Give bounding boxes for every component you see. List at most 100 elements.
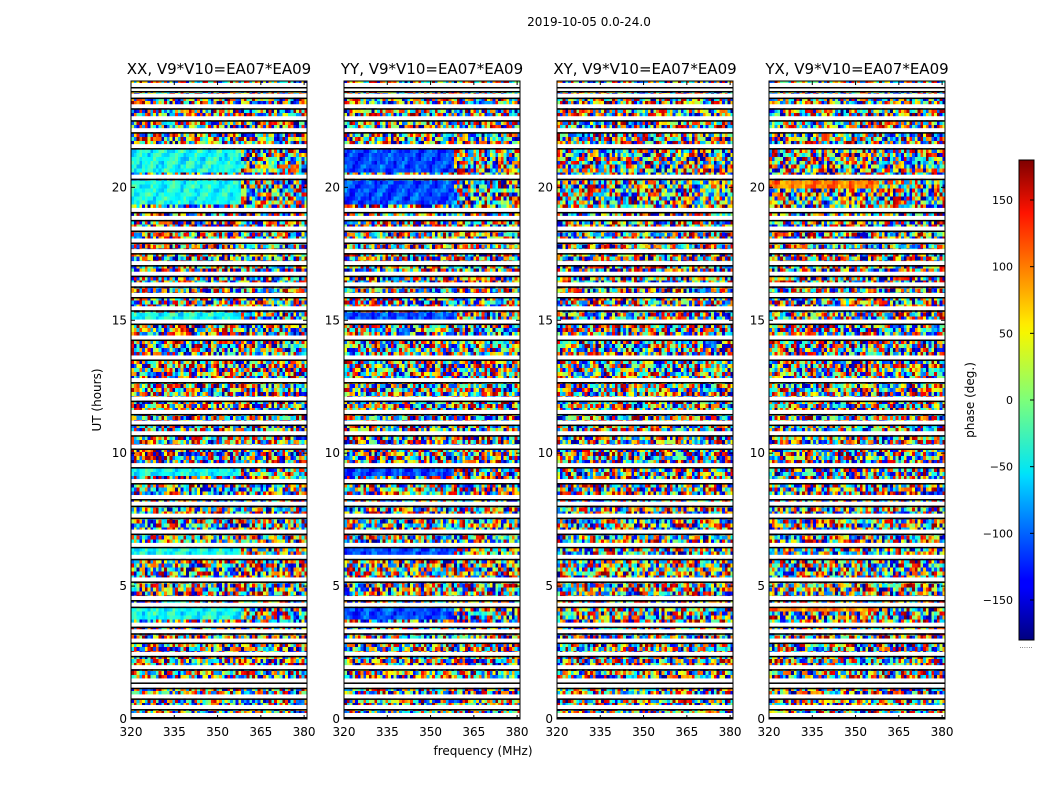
flagged-row-edge bbox=[131, 108, 307, 110]
colorbar-label: phase (deg.) bbox=[963, 362, 977, 438]
flagged-row-edge bbox=[557, 600, 733, 602]
flagged-row bbox=[557, 678, 733, 683]
flagged-row bbox=[131, 116, 307, 121]
flagged-row bbox=[557, 282, 733, 287]
y-tick-label: 0 bbox=[757, 712, 765, 726]
flagged-row-edge bbox=[344, 626, 520, 629]
x-tick-label: 365 bbox=[462, 725, 485, 739]
flagged-row bbox=[131, 602, 307, 607]
flagged-row bbox=[344, 93, 520, 98]
flagged-row bbox=[344, 249, 520, 254]
flagged-row bbox=[769, 174, 945, 179]
flagged-row bbox=[344, 319, 520, 324]
flagged-row-edge bbox=[557, 606, 733, 609]
flagged-row bbox=[557, 116, 733, 121]
x-tick-label: 380 bbox=[719, 725, 742, 739]
flagged-row bbox=[131, 694, 307, 699]
x-tick-label: 380 bbox=[931, 725, 954, 739]
flagged-row bbox=[769, 144, 945, 149]
colorbar-tick-label: 150 bbox=[992, 194, 1013, 207]
flagged-row bbox=[557, 144, 733, 149]
flagged-row-edge bbox=[557, 558, 733, 561]
flagged-row-edge bbox=[131, 581, 307, 583]
flagged-row bbox=[344, 271, 520, 276]
flagged-row-edge bbox=[769, 286, 945, 288]
flagged-row bbox=[344, 479, 520, 484]
flagged-row bbox=[557, 271, 733, 276]
flagged-row bbox=[344, 678, 520, 683]
flagged-row bbox=[769, 495, 945, 500]
flagged-row-edge bbox=[344, 682, 520, 684]
flagged-row-edge bbox=[769, 499, 945, 501]
flagged-row-edge bbox=[557, 178, 733, 181]
flagged-row-edge bbox=[344, 600, 520, 602]
flagged-row bbox=[344, 694, 520, 699]
flagged-row bbox=[344, 495, 520, 500]
flagged-row-edge bbox=[557, 448, 733, 451]
flagged-row-edge bbox=[557, 211, 733, 214]
flagged-row-edge bbox=[769, 558, 945, 561]
flagged-row-edge bbox=[131, 242, 307, 244]
flagged-row bbox=[557, 226, 733, 231]
flagged-row bbox=[557, 93, 733, 98]
flagged-row bbox=[769, 683, 945, 688]
flagged-row-edge bbox=[344, 90, 520, 93]
flagged-row-edge bbox=[557, 253, 733, 255]
flagged-row bbox=[344, 261, 520, 266]
panel-yy: YY, V9*V10=EA07*EA09 320 335 350 365 380 0 5 10 1… bbox=[325, 60, 529, 739]
flagged-row-edge bbox=[131, 211, 307, 214]
flagged-row bbox=[344, 116, 520, 121]
y-tick-label: 10 bbox=[538, 446, 553, 460]
flagged-row bbox=[769, 554, 945, 559]
flagged-row-edge bbox=[557, 467, 733, 469]
flagged-row bbox=[131, 249, 307, 254]
flagged-row bbox=[769, 602, 945, 607]
flagged-row bbox=[557, 238, 733, 243]
flagged-row bbox=[557, 261, 733, 266]
flagged-row bbox=[344, 238, 520, 243]
flagged-row bbox=[769, 319, 945, 324]
flagged-row bbox=[344, 174, 520, 179]
panel-xy: XY, V9*V10=EA07*EA09 320 335 350 365 380 0 5 10 1… bbox=[538, 60, 742, 739]
flagged-row bbox=[557, 86, 733, 91]
flagged-row bbox=[769, 226, 945, 231]
flagged-row bbox=[344, 409, 520, 414]
x-tick-label: 350 bbox=[844, 725, 867, 739]
flagged-row bbox=[131, 355, 307, 360]
flagged-row-edge bbox=[344, 633, 520, 635]
flagged-row bbox=[131, 683, 307, 688]
flagged-row-edge bbox=[344, 400, 520, 403]
flagged-row bbox=[769, 705, 945, 710]
flagged-row bbox=[131, 622, 307, 627]
flagged-row-edge bbox=[769, 698, 945, 700]
panel-frame bbox=[768, 80, 946, 720]
flagged-row-edge bbox=[344, 178, 520, 181]
flagged-row bbox=[769, 93, 945, 98]
flagged-row-edge bbox=[344, 546, 520, 549]
flagged-row-edge bbox=[557, 709, 733, 711]
flagged-row-edge bbox=[557, 483, 733, 485]
flagged-row-edge bbox=[769, 687, 945, 690]
flagged-row bbox=[769, 463, 945, 468]
flagged-row bbox=[557, 705, 733, 710]
flagged-row-edge bbox=[557, 148, 733, 150]
flagged-row-edge bbox=[344, 655, 520, 658]
flagged-row-edge bbox=[131, 626, 307, 629]
flagged-row-edge bbox=[769, 606, 945, 609]
flagged-row-edge bbox=[557, 265, 733, 267]
panel-title: XX, V9*V10=EA07*EA09 bbox=[127, 60, 311, 78]
flagged-row bbox=[769, 409, 945, 414]
flagged-row-edge bbox=[769, 600, 945, 602]
flagged-row bbox=[131, 463, 307, 468]
flagged-row-edge bbox=[769, 709, 945, 711]
flagged-row bbox=[557, 335, 733, 340]
flagged-row bbox=[131, 420, 307, 425]
x-axis-label: frequency (MHz) bbox=[433, 744, 532, 758]
flagged-row-edge bbox=[131, 698, 307, 700]
flagged-row-edge bbox=[344, 669, 520, 671]
flagged-row bbox=[769, 542, 945, 547]
flagged-row bbox=[769, 355, 945, 360]
flagged-row bbox=[131, 529, 307, 534]
flagged-row bbox=[557, 319, 733, 324]
